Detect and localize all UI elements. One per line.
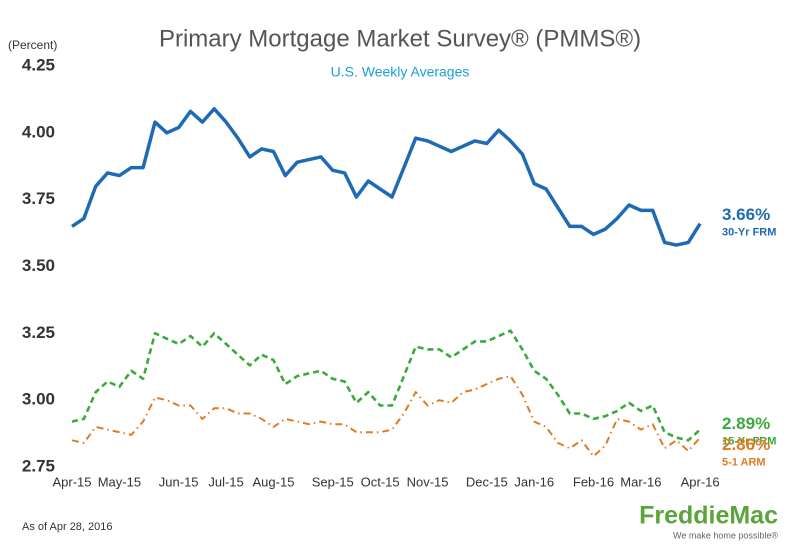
y-tick-label: 2.75 [22, 456, 55, 475]
chart-title: Primary Mortgage Market Survey® (PMMS®) [159, 25, 641, 52]
series-line [71, 329, 701, 442]
footnote: As of Apr 28, 2016 [22, 521, 113, 533]
x-tick-label: Dec-15 [466, 474, 508, 489]
y-tick-label: 4.00 [22, 122, 55, 141]
x-tick-label: Jan-16 [514, 474, 554, 489]
series-name: 15-Yr FRM [722, 435, 776, 447]
x-tick-label: Jun-15 [159, 474, 199, 489]
y-tick-label: 3.00 [22, 390, 55, 409]
x-tick-label: Jul-15 [208, 474, 243, 489]
series-name: 5-1 ARM [722, 456, 766, 468]
y-axis-label: (Percent) [8, 38, 57, 52]
y-tick-label: 4.25 [22, 55, 55, 74]
series-line [71, 107, 702, 247]
y-tick-label: 3.75 [22, 189, 55, 208]
chart-subtitle: U.S. Weekly Averages [331, 64, 470, 80]
y-tick-label: 3.25 [22, 323, 55, 342]
x-tick-label: Oct-15 [361, 474, 400, 489]
x-tick-label: Aug-15 [253, 474, 295, 489]
logo: FreddieMac [639, 502, 778, 530]
x-tick-label: Apr-16 [681, 474, 720, 489]
x-tick-label: Apr-15 [52, 474, 91, 489]
value-label: 2.89% [722, 414, 770, 433]
x-tick-label: Feb-16 [573, 474, 614, 489]
series-name: 30-Yr FRM [722, 227, 776, 239]
x-tick-label: Sep-15 [312, 474, 354, 489]
value-label: 2.86% [722, 435, 770, 454]
x-tick-label: May-15 [98, 474, 141, 489]
y-tick-label: 3.50 [22, 256, 55, 275]
series-line [71, 375, 701, 458]
x-tick-label: Mar-16 [620, 474, 661, 489]
logo-tagline: We make home possible® [673, 530, 778, 540]
value-label: 3.66% [722, 205, 770, 224]
x-tick-label: Nov-15 [407, 474, 449, 489]
